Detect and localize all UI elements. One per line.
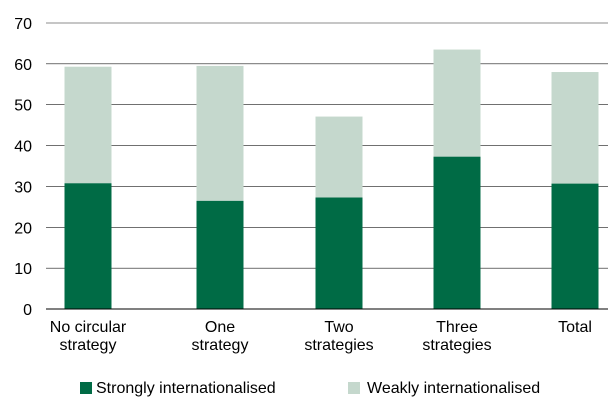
y-tick-label: 50 xyxy=(14,98,32,115)
bar-strongly-4 xyxy=(551,183,599,309)
x-category-label: One strategy xyxy=(192,319,249,354)
x-axis-category-labels: No circular strategy One strategy Two strateg… xyxy=(50,319,592,354)
legend-label-weakly: Weakly internationalised xyxy=(367,380,540,397)
bar-weakly-1 xyxy=(196,65,244,201)
y-tick-label: 70 xyxy=(14,16,32,33)
bar-weakly-3 xyxy=(433,49,481,157)
y-tick-label: 0 xyxy=(23,302,32,319)
y-axis-tick-labels: 0 10 20 30 40 50 60 70 xyxy=(14,16,32,319)
y-tick-label: 10 xyxy=(14,261,32,278)
x-category-label: No circular strategy xyxy=(50,319,127,354)
bar-weakly-0 xyxy=(64,66,112,184)
bar-weakly-4 xyxy=(551,72,599,184)
legend-swatch-weakly xyxy=(348,382,360,394)
y-tick-label: 60 xyxy=(14,57,32,74)
x-category-label: Three strategies xyxy=(422,319,491,354)
x-category-label: Total xyxy=(558,319,592,336)
y-tick-label: 20 xyxy=(14,220,32,237)
x-category-label: Two strategies xyxy=(304,319,373,354)
legend: Strongly internationalised Weakly intern… xyxy=(80,380,540,397)
bar-strongly-1 xyxy=(196,200,244,309)
y-tick-label: 40 xyxy=(14,139,32,156)
y-tick-label: 30 xyxy=(14,179,32,196)
bar-weakly-2 xyxy=(315,116,363,198)
bar-strongly-2 xyxy=(315,197,363,309)
bar-strongly-0 xyxy=(64,183,112,309)
legend-swatch-strongly xyxy=(80,382,92,394)
bar-strongly-3 xyxy=(433,156,481,309)
legend-label-strongly: Strongly internationalised xyxy=(96,380,276,397)
bars xyxy=(64,49,599,309)
